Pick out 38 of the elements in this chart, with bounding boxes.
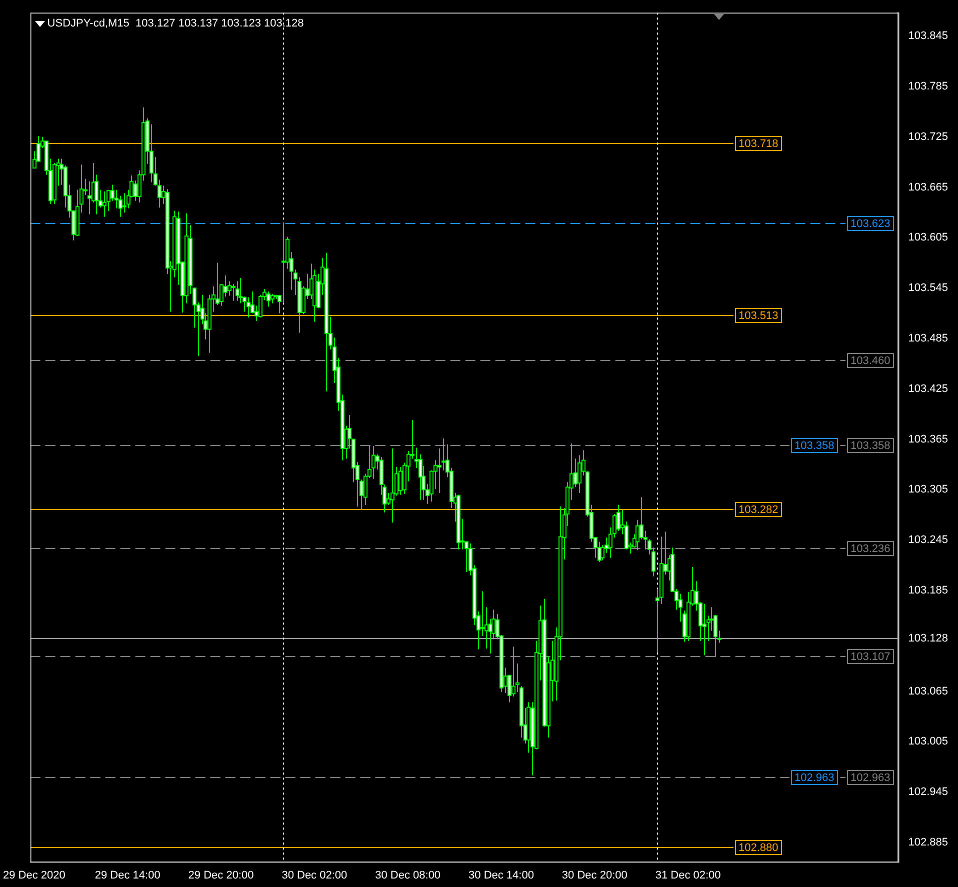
ref-line-label: 103.718	[738, 138, 778, 150]
x-tick-label: 30 Dec 02:00	[282, 869, 348, 882]
x-tick-label: 29 Dec 14:00	[94, 869, 160, 882]
y-tick-label: 103.128	[908, 632, 948, 644]
ref-line-label: 103.358	[794, 440, 834, 452]
x-tick-label: 29 Dec 2020	[2, 869, 66, 882]
y-tick-label: 103.545	[908, 282, 948, 294]
y-tick-label: 103.305	[908, 484, 948, 496]
ref-line-label: 103.282	[738, 504, 778, 516]
x-tick-label: 30 Dec 08:00	[375, 869, 441, 882]
ref-line-label: 103.358	[850, 440, 890, 452]
y-tick-label: 102.945	[908, 786, 948, 798]
y-tick-label: 103.185	[908, 584, 948, 597]
ref-line-label: 102.963	[850, 772, 890, 784]
y-tick-label: 103.725	[908, 130, 948, 143]
y-tick-label: 102.885	[908, 836, 948, 849]
y-tick-label: 103.785	[908, 80, 948, 93]
y-tick-label: 103.065	[908, 685, 948, 698]
y-tick-label: 103.005	[908, 736, 948, 748]
ref-line-label: 103.513	[738, 310, 778, 322]
x-tick-label: 30 Dec 14:00	[468, 869, 534, 882]
y-tick-label: 103.485	[908, 332, 948, 345]
y-tick-label: 103.665	[908, 181, 948, 194]
y-tick-label: 103.845	[908, 30, 948, 42]
x-tick-label: 30 Dec 20:00	[562, 869, 628, 882]
ref-line-label: 103.107	[850, 651, 890, 664]
y-tick-label: 103.605	[908, 232, 948, 244]
text: USDJPY-cd,M15 103.127 103.137 103.123 103.128	[47, 18, 304, 30]
ref-line-label: 103.236	[850, 543, 890, 556]
ref-line-label: 102.963	[794, 772, 834, 784]
x-tick-label: 29 Dec 20:00	[188, 869, 254, 882]
y-tick-label: 103.425	[908, 382, 948, 395]
y-tick-label: 103.365	[908, 433, 948, 446]
ref-line-label: 102.880	[738, 842, 778, 854]
x-tick-label: 31 Dec 02:00	[655, 869, 721, 882]
ref-line-label: 103.623	[850, 218, 890, 230]
y-tick-label: 103.245	[908, 534, 948, 546]
ref-line-label: 103.460	[850, 355, 890, 368]
